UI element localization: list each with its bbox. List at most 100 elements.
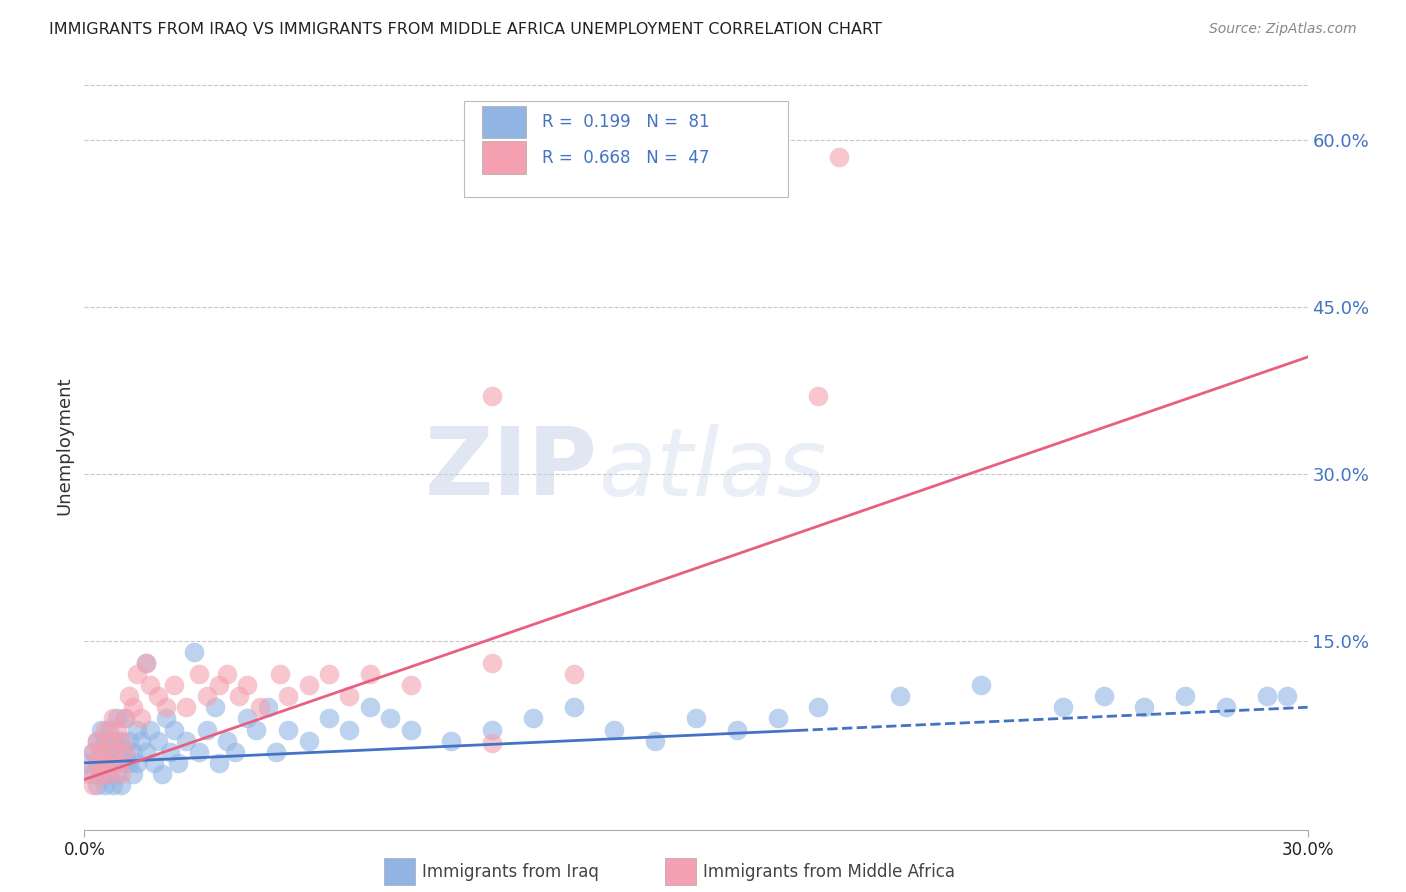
Point bbox=[93, 723, 115, 737]
Point bbox=[155, 700, 177, 714]
Point bbox=[277, 723, 299, 737]
Point bbox=[228, 689, 250, 703]
Point bbox=[86, 733, 108, 747]
Point bbox=[105, 767, 128, 781]
Point bbox=[93, 756, 115, 770]
Point bbox=[174, 733, 197, 747]
Point bbox=[90, 745, 112, 759]
Point bbox=[970, 678, 993, 692]
Point bbox=[114, 745, 136, 759]
Point bbox=[101, 778, 124, 792]
Point bbox=[114, 745, 136, 759]
Point bbox=[114, 711, 136, 725]
Text: R =  0.668   N =  47: R = 0.668 N = 47 bbox=[541, 149, 709, 167]
Point bbox=[204, 700, 226, 714]
Point bbox=[399, 678, 422, 692]
Point bbox=[195, 723, 218, 737]
Point bbox=[1052, 700, 1074, 714]
Point bbox=[90, 767, 112, 781]
Point bbox=[146, 689, 169, 703]
Point bbox=[807, 389, 830, 403]
Point bbox=[807, 700, 830, 714]
Point bbox=[603, 723, 626, 737]
Point bbox=[127, 723, 149, 737]
Point bbox=[97, 767, 120, 781]
Point bbox=[187, 667, 209, 681]
Point bbox=[90, 745, 112, 759]
Point bbox=[224, 745, 246, 759]
Point bbox=[264, 745, 287, 759]
Text: ZIP: ZIP bbox=[425, 423, 598, 515]
Point bbox=[118, 733, 141, 747]
Point bbox=[86, 778, 108, 792]
Point bbox=[90, 723, 112, 737]
Point bbox=[101, 745, 124, 759]
Point bbox=[318, 711, 340, 725]
FancyBboxPatch shape bbox=[482, 106, 526, 138]
Point bbox=[644, 733, 666, 747]
Point bbox=[183, 645, 205, 659]
Point bbox=[110, 756, 132, 770]
Point bbox=[828, 150, 851, 164]
Point bbox=[101, 756, 124, 770]
Point bbox=[97, 733, 120, 747]
Point bbox=[245, 723, 267, 737]
Point bbox=[97, 723, 120, 737]
Point bbox=[110, 733, 132, 747]
Point bbox=[138, 723, 160, 737]
Text: Source: ZipAtlas.com: Source: ZipAtlas.com bbox=[1209, 22, 1357, 37]
Point bbox=[146, 733, 169, 747]
Point bbox=[86, 756, 108, 770]
Point bbox=[122, 745, 145, 759]
Point bbox=[1277, 689, 1299, 703]
Point bbox=[135, 745, 157, 759]
Point bbox=[105, 711, 128, 725]
Point bbox=[766, 711, 789, 725]
Point bbox=[174, 700, 197, 714]
Point bbox=[481, 736, 503, 750]
Point bbox=[1256, 689, 1278, 703]
Point bbox=[167, 756, 190, 770]
Point bbox=[298, 733, 321, 747]
Point bbox=[93, 733, 115, 747]
Point bbox=[86, 733, 108, 747]
Point bbox=[135, 656, 157, 670]
Point bbox=[159, 745, 181, 759]
Point bbox=[77, 767, 100, 781]
Point bbox=[97, 767, 120, 781]
Point bbox=[187, 745, 209, 759]
Point bbox=[1133, 700, 1156, 714]
Point bbox=[217, 667, 239, 681]
Point bbox=[562, 700, 585, 714]
Point bbox=[195, 689, 218, 703]
Point bbox=[257, 700, 280, 714]
Point bbox=[82, 745, 104, 759]
Point bbox=[118, 689, 141, 703]
Point bbox=[101, 733, 124, 747]
Point bbox=[138, 678, 160, 692]
Point bbox=[127, 756, 149, 770]
Point bbox=[105, 745, 128, 759]
Point bbox=[522, 711, 544, 725]
Point bbox=[269, 667, 291, 681]
FancyBboxPatch shape bbox=[482, 142, 526, 174]
Point bbox=[249, 700, 271, 714]
Point bbox=[208, 678, 231, 692]
Y-axis label: Unemployment: Unemployment bbox=[55, 376, 73, 516]
Point bbox=[318, 667, 340, 681]
Point bbox=[142, 756, 165, 770]
Point bbox=[114, 711, 136, 725]
Point bbox=[110, 767, 132, 781]
Point bbox=[105, 756, 128, 770]
Point bbox=[82, 778, 104, 792]
Point bbox=[298, 678, 321, 692]
Point bbox=[380, 711, 402, 725]
Text: Immigrants from Iraq: Immigrants from Iraq bbox=[422, 863, 599, 881]
Point bbox=[481, 656, 503, 670]
Point bbox=[135, 656, 157, 670]
Point bbox=[82, 745, 104, 759]
Text: atlas: atlas bbox=[598, 424, 827, 515]
Point bbox=[359, 700, 381, 714]
Point bbox=[90, 767, 112, 781]
Point bbox=[110, 733, 132, 747]
